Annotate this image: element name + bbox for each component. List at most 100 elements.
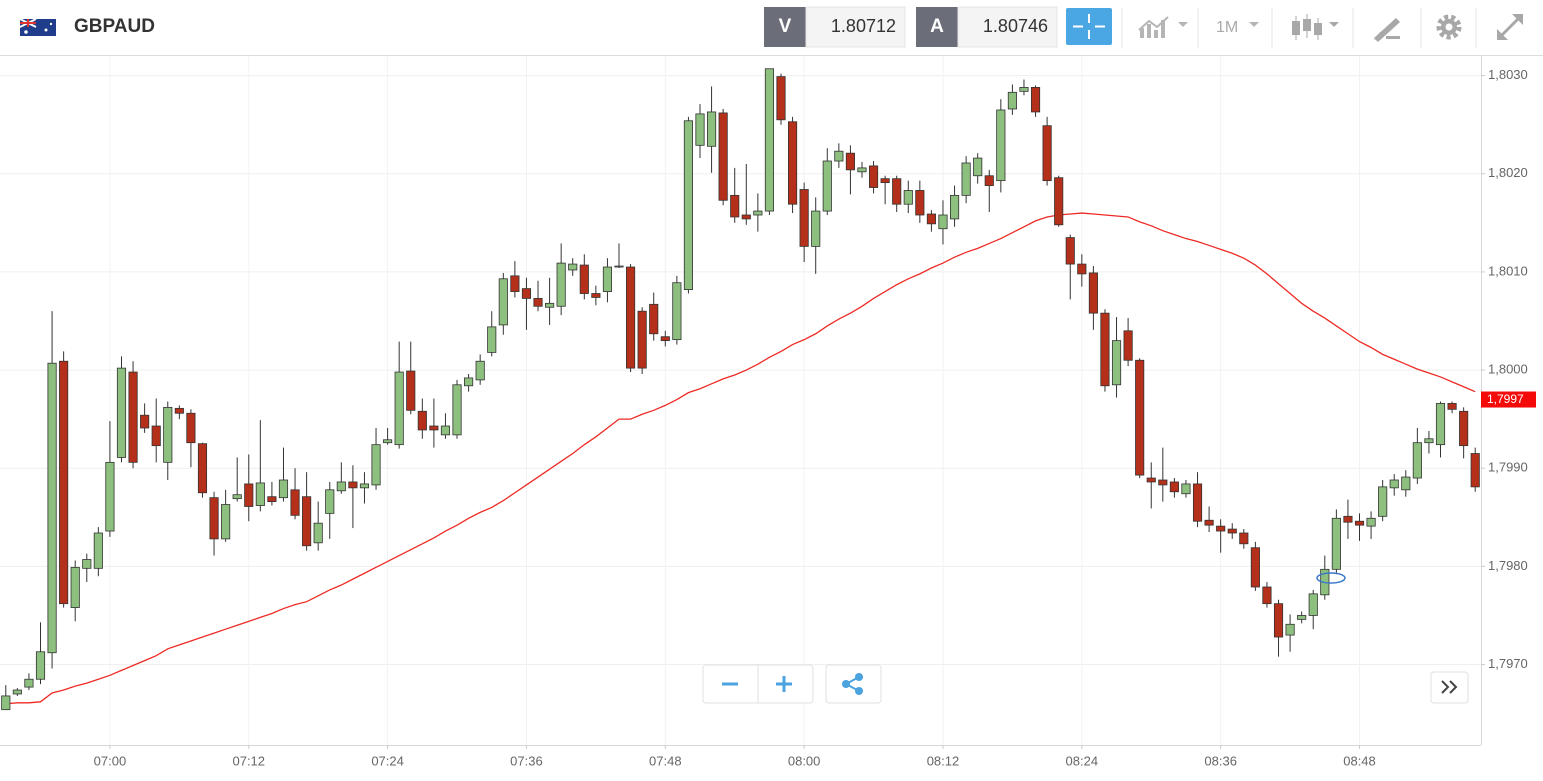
- candle-body: [325, 489, 335, 514]
- candle-body: [845, 152, 855, 171]
- candle-body: [1054, 177, 1064, 226]
- candle-body: [568, 263, 578, 271]
- candle-body: [1262, 586, 1272, 605]
- candle-body: [1308, 593, 1318, 616]
- candle-body: [1401, 476, 1411, 491]
- candle-body: [949, 194, 960, 220]
- candle-body: [811, 210, 821, 247]
- candle-body: [533, 298, 543, 307]
- bid-box: [805, 6, 906, 48]
- candle-body: [1216, 525, 1226, 532]
- ask-button[interactable]: [916, 7, 958, 47]
- candle-body: [140, 414, 150, 429]
- candle-style-button[interactable]: [1292, 14, 1339, 40]
- candle-body: [1135, 359, 1145, 476]
- candle-body: [1, 695, 11, 711]
- candle-body: [417, 410, 427, 431]
- candle-body: [718, 112, 728, 201]
- settings-button[interactable]: [1436, 14, 1462, 40]
- candle-body: [186, 412, 196, 444]
- candle-body: [82, 559, 92, 569]
- y-tick-label: 1,7990: [1488, 460, 1528, 475]
- candle-body: [730, 194, 740, 218]
- y-tick-label: 1,7980: [1488, 558, 1528, 573]
- candle-body: [348, 481, 358, 489]
- candle-body: [452, 384, 462, 436]
- candle-body: [915, 190, 925, 216]
- candle-body: [1354, 520, 1365, 526]
- chart-type-button[interactable]: [1138, 16, 1188, 38]
- candle-body: [660, 336, 670, 342]
- x-tick-label: 07:36: [510, 753, 543, 768]
- y-tick-label: 1,8010: [1488, 263, 1528, 278]
- crosshair-button[interactable]: [1066, 8, 1112, 45]
- candle-body: [313, 522, 323, 544]
- candle-body: [695, 113, 705, 146]
- candle-body: [1239, 532, 1249, 545]
- candle-body: [799, 189, 809, 247]
- y-tick-label: 1,8000: [1488, 362, 1528, 377]
- bid-price: 1.80712: [831, 16, 896, 36]
- share-button[interactable]: [825, 664, 882, 704]
- bid-button[interactable]: [764, 7, 806, 47]
- candle-body: [579, 264, 589, 294]
- candle-body: [672, 282, 682, 341]
- candle-body: [487, 326, 497, 353]
- x-tick-label: 07:00: [94, 753, 127, 768]
- candle-body: [290, 489, 300, 516]
- candle-body: [1123, 330, 1133, 361]
- candle-body: [1030, 87, 1041, 113]
- candle-body: [267, 496, 277, 502]
- candle-body: [440, 425, 451, 436]
- x-tick-label: 07:24: [371, 753, 404, 768]
- candle-body: [938, 214, 948, 230]
- candle-body: [197, 443, 208, 494]
- candle-body: [637, 310, 647, 369]
- fullscreen-button[interactable]: [1497, 14, 1523, 40]
- candle-body: [1181, 483, 1191, 495]
- candle-body: [209, 497, 219, 540]
- candle-body: [383, 439, 393, 444]
- candle-body: [984, 175, 994, 186]
- timeframe-arrow: [1249, 22, 1259, 27]
- x-tick-label: 08:00: [788, 753, 821, 768]
- y-tick-label: 1,8020: [1488, 165, 1528, 180]
- x-tick-label: 08:24: [1066, 753, 1099, 768]
- moving-average: [5, 212, 1476, 705]
- candle-body: [105, 461, 115, 532]
- candle-body: [128, 371, 138, 463]
- candle-body: [602, 266, 613, 292]
- candle-body: [857, 167, 867, 173]
- candle-body: [1042, 125, 1052, 182]
- candle-body: [1470, 453, 1480, 488]
- candle-body: [834, 150, 844, 162]
- candle-body: [1169, 481, 1179, 493]
- candle-body: [1146, 477, 1156, 483]
- candle-body: [1088, 272, 1098, 314]
- candle-body: [394, 371, 404, 446]
- candle-body: [70, 566, 80, 608]
- zoom-in-button[interactable]: [776, 676, 792, 692]
- candle-body: [591, 293, 601, 298]
- candle-body: [1447, 403, 1457, 410]
- candle-body: [429, 425, 439, 431]
- candle-body: [47, 362, 57, 654]
- candle-body: [892, 178, 902, 205]
- candle-body: [1412, 442, 1422, 479]
- candle-body: [116, 367, 127, 458]
- scroll-end-button[interactable]: [1430, 671, 1469, 704]
- candle-body: [59, 360, 69, 605]
- candle-body: [764, 68, 774, 212]
- candle-body: [1007, 91, 1017, 110]
- zoom-controls: [702, 664, 814, 704]
- price-tag: [1481, 391, 1536, 408]
- candle-body: [1343, 515, 1353, 523]
- x-tick-label: 08:12: [927, 753, 960, 768]
- timeframe[interactable]: 1M: [1216, 19, 1238, 36]
- candle-body: [545, 302, 555, 308]
- candle-body: [614, 265, 624, 268]
- x-tick-label: 07:48: [649, 753, 682, 768]
- candle-body: [24, 678, 34, 688]
- draw-tool-button[interactable]: [1374, 18, 1400, 42]
